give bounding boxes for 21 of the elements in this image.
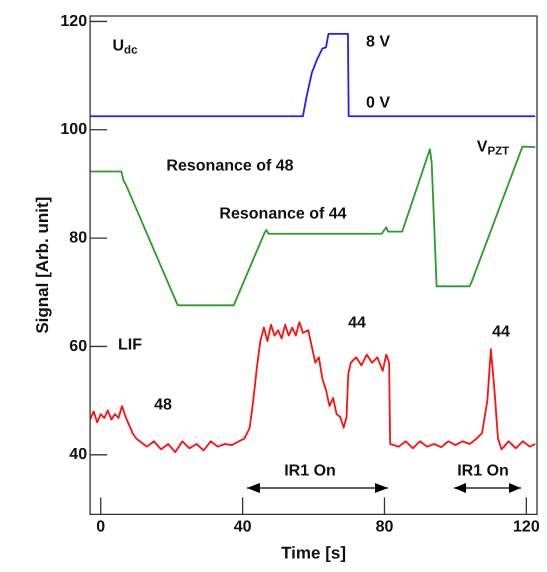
annotation: 48 (154, 396, 172, 414)
annotation: Resonance of 48 (166, 157, 294, 174)
annotation: IR1 On (457, 462, 509, 480)
y-tick-label: 80 (69, 230, 88, 247)
annotation: LIF (118, 336, 142, 354)
annotation: IR1 On (284, 462, 336, 480)
annotation: Resonance of 44 (219, 205, 347, 222)
y-tick-label: 40 (69, 446, 88, 464)
y-tick-label: 100 (60, 121, 88, 138)
x-tick-label: 80 (376, 518, 394, 536)
x-tick-label: 0 (96, 518, 106, 536)
annotation: 0 V (366, 94, 390, 112)
x-tick-label: 120 (513, 518, 540, 536)
x-tick-label: 40 (234, 518, 252, 536)
x-axis-title: Time [s] (281, 543, 346, 562)
y-axis-title: Signal [Arb. unit] (32, 196, 52, 334)
annotation: 44 (348, 314, 366, 332)
annotation: 8 V (366, 33, 390, 50)
annotation: 44 (492, 323, 510, 340)
y-tick-label: 60 (69, 338, 88, 355)
y-tick-label: 120 (60, 12, 88, 30)
